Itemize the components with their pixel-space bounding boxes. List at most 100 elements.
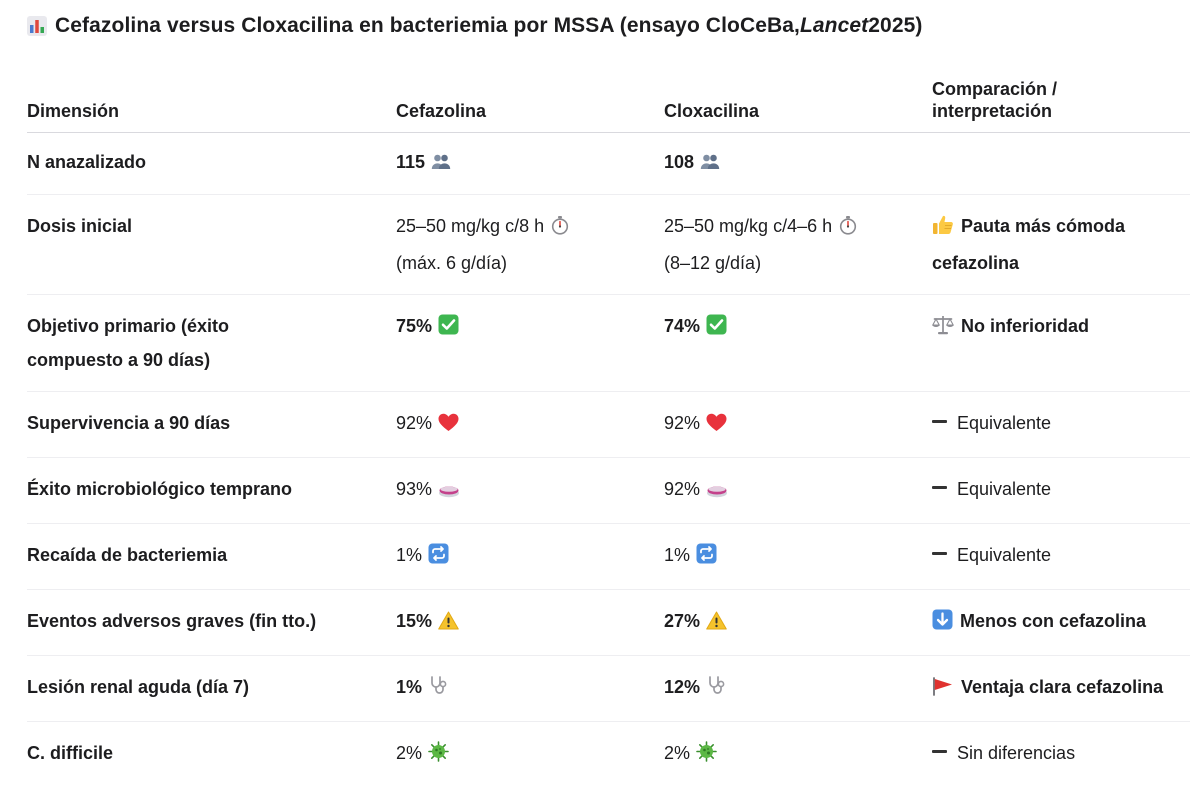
dimension-cell: Lesión renal aguda (día 7) — [27, 656, 396, 722]
stopwatch-icon — [550, 212, 570, 246]
people-icon — [700, 148, 720, 182]
cloxacilina-cell-text: 92% — [664, 413, 700, 433]
cloxacilina-cell-text: 1% — [664, 545, 690, 565]
comparison-cell: Menos con cefazolina — [932, 590, 1190, 656]
comparison-cell: Sin diferencias — [932, 722, 1190, 787]
comparison-cell: Ventaja clara cefazolina — [932, 656, 1190, 722]
comparison-cell — [932, 133, 1190, 195]
dash-icon — [932, 420, 947, 423]
dimension-cell: Dosis inicial — [27, 195, 396, 295]
dimension-cell: Éxito microbiológico temprano — [27, 458, 396, 524]
comparison-cell-text: Menos con cefazolina — [960, 611, 1146, 631]
comparison-cell-text: No inferioridad — [961, 316, 1089, 336]
petri-dish-icon — [706, 475, 728, 509]
cefazolina-cell-text: 15% — [396, 611, 432, 631]
microbe-icon — [428, 739, 449, 773]
cloxacilina-cell-text: 2% — [664, 743, 690, 763]
cloxacilina-cell: 74% — [664, 295, 932, 392]
header-cefazolina: Cefazolina — [396, 78, 664, 133]
title-journal: Lancet — [800, 14, 868, 38]
table-row: Lesión renal aguda (día 7)1% 12% Ventaja c… — [27, 656, 1190, 722]
table-row: Eventos adversos graves (fin tto.)15% 27%… — [27, 590, 1190, 656]
header-dimension: Dimensión — [27, 78, 396, 133]
table-header-row: Dimensión Cefazolina Cloxacilina Compara… — [27, 78, 1190, 133]
heart-icon — [706, 409, 727, 443]
cloxacilina-cell-text: 108 — [664, 152, 694, 172]
cefazolina-cell-text: 115 — [396, 152, 425, 172]
cloxacilina-cell-line2: (8–12 g/día) — [664, 253, 761, 273]
cloxacilina-cell: 25–50 mg/kg c/4–6 h (8–12 g/día) — [664, 195, 932, 295]
down-arrow-icon — [932, 607, 953, 641]
comparison-cell-text: Equivalente — [957, 479, 1051, 499]
comparison-cell: Pauta más cómoda cefazolina — [932, 195, 1190, 295]
cloxacilina-cell: 108 — [664, 133, 932, 195]
cloxacilina-cell: 92% — [664, 392, 932, 458]
cloxacilina-cell-text: 25–50 mg/kg c/4–6 h — [664, 216, 832, 236]
cefazolina-cell-text: 75% — [396, 316, 432, 336]
cloxacilina-cell-text: 27% — [664, 611, 700, 631]
microbe-icon — [696, 739, 717, 773]
title-prefix: Cefazolina versus Cloxacilina en bacteri… — [55, 14, 800, 38]
cefazolina-cell: 93% — [396, 458, 664, 524]
comparison-cell: Equivalente — [932, 458, 1190, 524]
dimension-cell: Recaída de bacteriemia — [27, 524, 396, 590]
cloxacilina-cell-text: 12% — [664, 677, 700, 697]
cefazolina-cell: 115 — [396, 133, 664, 195]
cefazolina-cell: 1% — [396, 656, 664, 722]
comparison-cell-text: Sin diferencias — [957, 743, 1075, 763]
dash-icon — [932, 486, 947, 489]
thumbs-up-icon — [932, 212, 954, 246]
dimension-cell: Supervivencia a 90 días — [27, 392, 396, 458]
heart-icon — [438, 409, 459, 443]
comparison-table: Dimensión Cefazolina Cloxacilina Compara… — [27, 78, 1190, 787]
cloxacilina-cell-text: 74% — [664, 316, 700, 336]
dimension-cell: Objetivo primario (éxito compuesto a 90 … — [27, 295, 396, 392]
cefazolina-cell: 15% — [396, 590, 664, 656]
cloxacilina-cell: 27% — [664, 590, 932, 656]
cefazolina-cell-text: 92% — [396, 413, 432, 433]
comparison-cell-text: Ventaja clara cefazolina — [961, 677, 1163, 697]
comparison-cell: Equivalente — [932, 524, 1190, 590]
page-title: Cefazolina versus Cloxacilina en bacteri… — [27, 14, 922, 38]
cefazolina-cell-text: 25–50 mg/kg c/8 h — [396, 216, 544, 236]
cefazolina-cell: 25–50 mg/kg c/8 h (máx. 6 g/día) — [396, 195, 664, 295]
cloxacilina-cell: 12% — [664, 656, 932, 722]
header-comparison: Comparación / interpretación — [932, 78, 1190, 133]
comparison-cell-text: Equivalente — [957, 545, 1051, 565]
cefazolina-cell-text: 1% — [396, 677, 422, 697]
cloxacilina-cell: 92% — [664, 458, 932, 524]
cefazolina-cell-line2: (máx. 6 g/día) — [396, 253, 507, 273]
red-flag-icon — [932, 673, 954, 707]
cefazolina-cell-text: 2% — [396, 743, 422, 763]
warning-icon — [438, 607, 459, 641]
cloxacilina-cell-text: 92% — [664, 479, 700, 499]
comparison-cell-line2: cefazolina — [932, 253, 1019, 273]
repeat-icon — [428, 541, 449, 575]
comparison-cell: Equivalente — [932, 392, 1190, 458]
check-mark-icon — [706, 312, 727, 346]
comparison-cell: No inferioridad — [932, 295, 1190, 392]
people-icon — [431, 148, 451, 182]
table-row: Objetivo primario (éxito compuesto a 90 … — [27, 295, 1190, 392]
stethoscope-icon — [706, 673, 727, 707]
cefazolina-cell: 75% — [396, 295, 664, 392]
cloxacilina-cell: 1% — [664, 524, 932, 590]
header-cloxacilina: Cloxacilina — [664, 78, 932, 133]
bar-chart-icon — [27, 16, 47, 36]
dimension-cell: Eventos adversos graves (fin tto.) — [27, 590, 396, 656]
cefazolina-cell-text: 93% — [396, 479, 432, 499]
comparison-cell-text: Equivalente — [957, 413, 1051, 433]
cefazolina-cell: 2% — [396, 722, 664, 787]
dash-icon — [932, 750, 947, 753]
petri-dish-icon — [438, 475, 460, 509]
comparison-cell-text: Pauta más cómoda — [961, 216, 1125, 236]
repeat-icon — [696, 541, 717, 575]
title-suffix: 2025) — [868, 14, 922, 38]
